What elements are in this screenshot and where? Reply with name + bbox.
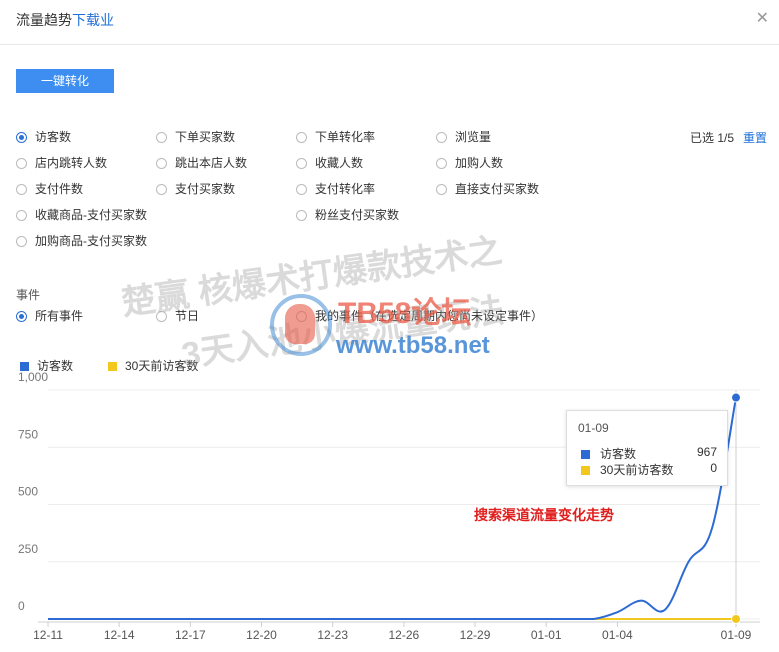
metric-option[interactable]: 支付转化率: [296, 180, 375, 198]
x-tick-label: 12-11: [33, 628, 63, 642]
tooltip-row-prev-visitors: 30天前访客数 0: [581, 461, 717, 478]
dialog-title-link[interactable]: 下载业: [72, 12, 114, 28]
event-option[interactable]: 节日: [156, 307, 199, 324]
metric-option-label: 下单转化率: [315, 130, 376, 144]
events-label: 事件: [16, 288, 41, 302]
legend-item[interactable]: 访客数: [20, 357, 73, 374]
x-tick-label: 12-17: [175, 628, 206, 642]
radio-icon[interactable]: [156, 132, 167, 143]
metric-option[interactable]: 加购商品-支付买家数: [16, 232, 147, 250]
metric-option-label: 直接支付买家数: [455, 182, 540, 196]
dialog-title: 流量趋势下载业: [16, 10, 114, 30]
event-option-label: 我的事件（在选定周期内您尚未设定事件）: [315, 309, 544, 323]
event-option[interactable]: 所有事件: [16, 307, 83, 324]
metric-option-label: 粉丝支付买家数: [315, 208, 400, 222]
metric-option[interactable]: 访客数: [16, 128, 71, 146]
radio-icon[interactable]: [16, 184, 27, 195]
legend-item[interactable]: 30天前访客数: [108, 357, 198, 374]
radio-icon[interactable]: [436, 132, 447, 143]
metric-option[interactable]: 店内跳转人数: [16, 154, 107, 172]
chart-tooltip: 01-09 访客数 967 30天前访客数 0: [566, 410, 728, 486]
metric-option-label: 店内跳转人数: [35, 156, 108, 170]
radio-checked-icon[interactable]: [16, 132, 27, 143]
radio-icon[interactable]: [156, 158, 167, 169]
radio-icon[interactable]: [436, 184, 447, 195]
metric-option[interactable]: 下单买家数: [156, 128, 235, 146]
y-tick-label: 750: [18, 427, 38, 441]
metric-option[interactable]: 收藏人数: [296, 154, 363, 172]
x-tick-label: 12-26: [389, 628, 420, 642]
radio-checked-icon[interactable]: [16, 311, 27, 322]
x-tick-label: 12-23: [317, 628, 348, 642]
tooltip-value-visitors: 967: [696, 445, 717, 459]
metric-option-label: 下单买家数: [175, 130, 236, 144]
y-tick-label: 500: [18, 485, 38, 499]
selected-count: 已选 1/5: [690, 131, 735, 145]
metric-option[interactable]: 跳出本店人数: [156, 154, 247, 172]
legend-swatch: [108, 362, 117, 371]
radio-icon[interactable]: [16, 236, 27, 247]
tooltip-date: 01-09: [578, 421, 609, 435]
series-line-0: [48, 397, 737, 620]
event-option-label: 节日: [175, 309, 200, 323]
tooltip-value-prev-visitors: 0: [710, 461, 717, 475]
y-tick-label: 1,000: [18, 370, 48, 384]
tooltip-name-visitors: 访客数: [600, 447, 637, 461]
watermark-logo-icon: [270, 294, 332, 356]
y-tick-label: 250: [18, 542, 38, 556]
x-tick-label: 01-04: [602, 628, 633, 642]
legend-label: 访客数: [37, 359, 74, 373]
tooltip-swatch-visitors: [581, 450, 590, 459]
radio-icon[interactable]: [156, 184, 167, 195]
radio-icon[interactable]: [296, 132, 307, 143]
x-tick-label: 12-14: [104, 628, 135, 642]
metric-option[interactable]: 下单转化率: [296, 128, 375, 146]
tooltip-swatch-prev-visitors: [581, 466, 590, 475]
metric-option[interactable]: 粉丝支付买家数: [296, 206, 399, 224]
metric-option-label: 支付买家数: [175, 182, 236, 196]
tooltip-name-prev-visitors: 30天前访客数: [600, 463, 674, 477]
metric-option[interactable]: 支付买家数: [156, 180, 235, 198]
x-tick-label: 01-01: [531, 628, 562, 642]
event-option-label: 所有事件: [35, 309, 84, 323]
series-point-1: [731, 614, 741, 624]
radio-icon[interactable]: [296, 184, 307, 195]
metric-option[interactable]: 直接支付买家数: [436, 180, 539, 198]
x-tick-label: 12-20: [246, 628, 277, 642]
close-icon[interactable]: ✕: [755, 10, 769, 27]
metric-option-label: 支付件数: [35, 182, 84, 196]
metric-option-label: 跳出本店人数: [175, 156, 248, 170]
chart-annotation: 搜索渠道流量变化走势: [474, 507, 614, 523]
metric-option-label: 访客数: [35, 130, 72, 144]
metric-option[interactable]: 收藏商品-支付买家数: [16, 206, 147, 224]
one-click-convert-button[interactable]: 一键转化: [16, 69, 114, 93]
reset-link[interactable]: 重置: [743, 131, 768, 145]
metric-option-label: 加购商品-支付买家数: [35, 234, 147, 248]
x-tick-label: 12-29: [460, 628, 491, 642]
y-tick-label: 0: [18, 599, 25, 613]
metric-option[interactable]: 支付件数: [16, 180, 83, 198]
radio-icon[interactable]: [296, 158, 307, 169]
radio-icon[interactable]: [16, 158, 27, 169]
tooltip-row-visitors: 访客数 967: [581, 445, 717, 462]
metric-option-label: 收藏人数: [315, 156, 364, 170]
metric-option-label: 加购人数: [455, 156, 504, 170]
radio-icon[interactable]: [156, 311, 167, 322]
radio-icon[interactable]: [16, 210, 27, 221]
dialog-header: 流量趋势下载业 ✕: [0, 0, 779, 45]
radio-icon[interactable]: [436, 158, 447, 169]
metric-option[interactable]: 加购人数: [436, 154, 503, 172]
metric-option-label: 收藏商品-支付买家数: [35, 208, 147, 222]
metric-option[interactable]: 浏览量: [436, 128, 491, 146]
metric-option-label: 支付转化率: [315, 182, 376, 196]
dialog-title-text: 流量趋势: [16, 12, 72, 28]
x-tick-label: 01-09: [721, 628, 752, 642]
radio-icon[interactable]: [296, 210, 307, 221]
series-point-0: [731, 392, 741, 403]
metric-option-label: 浏览量: [455, 130, 492, 144]
watermark-hand-icon: [285, 304, 315, 344]
legend-label: 30天前访客数: [125, 359, 199, 373]
legend-swatch: [20, 362, 29, 371]
